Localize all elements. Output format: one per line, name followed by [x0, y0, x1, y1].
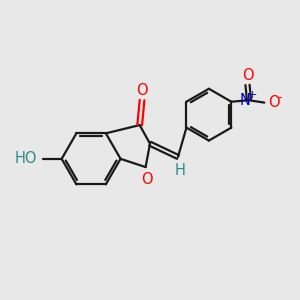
Text: H: H	[175, 164, 186, 178]
Text: O: O	[242, 68, 253, 82]
Text: HO: HO	[14, 151, 37, 166]
Text: O: O	[268, 95, 280, 110]
Text: -: -	[278, 91, 282, 104]
Text: O: O	[141, 172, 153, 188]
Text: O: O	[136, 83, 148, 98]
Text: +: +	[248, 90, 257, 100]
Text: N: N	[240, 93, 250, 108]
